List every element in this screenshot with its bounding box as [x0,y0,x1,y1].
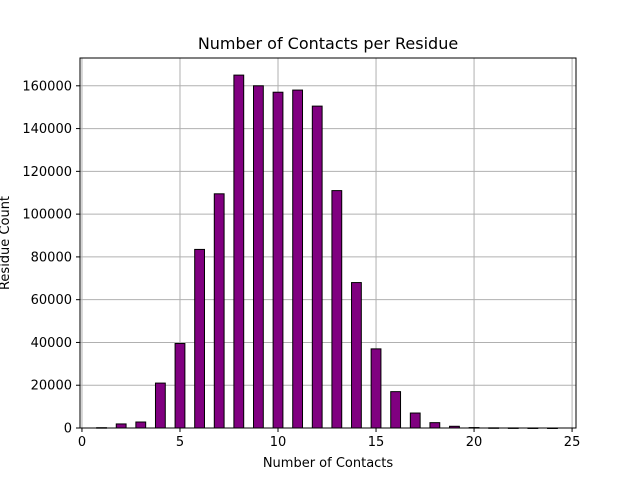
plot-frame [79,57,577,429]
bar [272,91,284,429]
bar [154,382,166,429]
y-tick-label: 0 [64,422,72,437]
x-axis-label: Number of Contacts [263,456,394,471]
x-tick-label: 20 [466,435,483,450]
bar [292,89,304,429]
x-tick-label: 5 [176,435,184,450]
x-tick-label: 15 [368,435,385,450]
bar [409,412,421,429]
y-tick-label: 140000 [22,122,72,137]
bar [135,421,147,429]
grid [80,58,576,429]
y-tick-label: 120000 [22,165,72,180]
x-tick-label: 0 [78,435,86,450]
y-tick-label: 20000 [31,379,72,394]
bar [253,85,264,429]
y-tick-label: 80000 [31,250,72,265]
bar [351,282,362,429]
x-axis-ticks: 0 5 10 15 20 25 [78,428,581,450]
y-axis-ticks: 0 20000 40000 60000 80000 100000 120000 140000 1… [22,79,80,437]
bar [213,193,225,429]
bar [370,348,382,429]
y-tick-label: 60000 [31,293,72,308]
bar [311,105,323,429]
bars [96,74,558,429]
bar [429,422,441,429]
bar [331,190,343,429]
chart-title: Number of Contacts per Residue [198,34,458,53]
y-tick-label: 160000 [22,79,72,94]
y-tick-label: 40000 [31,336,72,351]
bar [194,248,205,429]
bar [233,74,245,429]
bar [174,343,186,429]
x-tick-label: 25 [564,435,581,450]
y-axis-label: Residue Count [0,196,13,290]
bar [115,423,127,429]
bar [390,391,402,429]
plot-background [80,58,576,428]
x-tick-label: 10 [270,435,287,450]
y-tick-label: 100000 [22,208,72,223]
